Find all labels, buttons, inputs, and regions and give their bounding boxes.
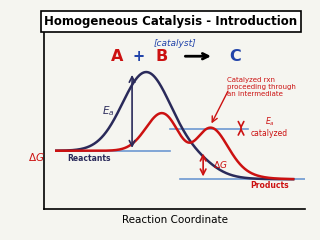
Text: $\Delta G$: $\Delta G$ [28,151,44,163]
Text: [catalyst]: [catalyst] [153,39,196,48]
Text: $E_a$
catalyzed: $E_a$ catalyzed [251,115,288,138]
Text: Reactants: Reactants [68,154,111,163]
Text: A: A [111,49,124,64]
Text: Catalyzed rxn
proceeding through
an intermediate: Catalyzed rxn proceeding through an inte… [227,77,296,97]
Text: +: + [132,49,144,64]
Text: Homogeneous Catalysis - Introduction: Homogeneous Catalysis - Introduction [44,15,298,28]
Text: B: B [156,49,168,64]
Text: C: C [229,49,241,64]
X-axis label: Reaction Coordinate: Reaction Coordinate [122,215,228,225]
Text: Products: Products [250,181,289,191]
Text: $\Delta G$: $\Delta G$ [212,160,227,170]
Text: $E_a$: $E_a$ [102,104,115,118]
